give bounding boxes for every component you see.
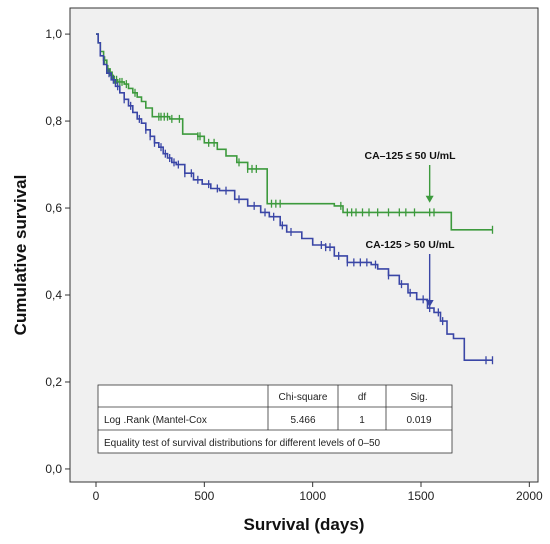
table-cell-chi-square: 5.466 <box>290 415 315 426</box>
table-row-label: Log .Rank (Mantel-Cox <box>104 415 207 426</box>
annotation-arrow-head-1 <box>425 195 434 203</box>
y-tick-label: 1,0 <box>45 27 62 41</box>
x-tick-label: 1500 <box>408 489 435 503</box>
x-axis-title: Survival (days) <box>244 515 365 534</box>
table-cell-sig: 0.019 <box>406 415 431 426</box>
annotation-layer: CA–125 ≤ 50 U/mL CA-125 > 50 U/mL <box>365 150 457 308</box>
x-tick-label: 1000 <box>299 489 326 503</box>
table-header-chi-square: Chi-square <box>279 392 328 403</box>
x-tick-label: 500 <box>194 489 214 503</box>
table-header-df: df <box>358 392 367 403</box>
series-layer <box>96 33 494 365</box>
y-tick-label: 0,0 <box>45 462 62 476</box>
x-tick-label: 2000 <box>516 489 543 503</box>
annotation-label-2: CA-125 > 50 U/mL <box>366 239 456 251</box>
series-1-line <box>96 33 493 231</box>
table-cell-df: 1 <box>359 415 365 426</box>
y-tick-label: 0,6 <box>45 201 62 215</box>
y-tick-label: 0,4 <box>45 288 62 302</box>
x-tick-label: 0 <box>93 489 100 503</box>
y-axis-title: Cumulative survival <box>11 175 30 336</box>
stats-table: Chi-square df Sig. Log .Rank (Mantel-Cox… <box>97 384 453 454</box>
table-header-sig: Sig. <box>410 392 427 403</box>
annotation-label-1: CA–125 ≤ 50 U/mL <box>365 150 457 162</box>
y-tick-label: 0,8 <box>45 114 62 128</box>
table-footer: Equality test of survival distributions … <box>104 438 381 449</box>
y-tick-label: 0,2 <box>45 375 62 389</box>
series-2-line <box>96 33 493 361</box>
annotation-arrow-head-2 <box>425 300 434 308</box>
axes: 0 500 1000 1500 2000 0,0 0,2 0,4 0,6 0,8 1,0 <box>45 27 543 503</box>
table-frame <box>97 384 453 454</box>
